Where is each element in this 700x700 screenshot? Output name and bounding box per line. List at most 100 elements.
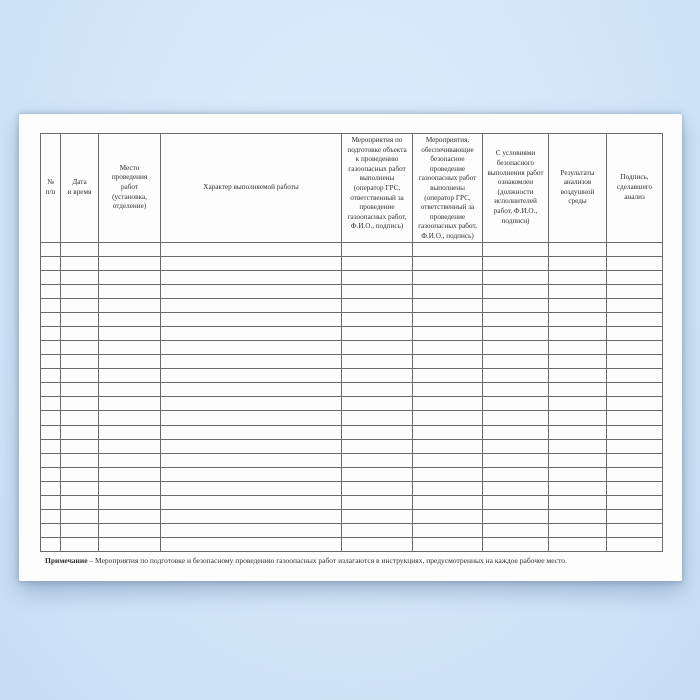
table-cell — [482, 480, 549, 496]
table-row — [40, 509, 663, 525]
table-cell — [40, 311, 61, 328]
table-cell — [98, 368, 161, 384]
table-cell — [412, 269, 483, 285]
table-cell — [482, 424, 549, 440]
table-cell — [60, 438, 99, 454]
table-row — [40, 438, 663, 454]
table-cell — [482, 297, 549, 313]
column-header-preparation-measures: Мероприятия по подготовке объекта к пров… — [341, 133, 413, 243]
table-cell — [412, 340, 483, 356]
table-cell — [98, 297, 161, 313]
table-cell — [98, 340, 161, 356]
table-row — [40, 523, 663, 539]
table-cell — [412, 537, 483, 553]
table-cell — [40, 354, 61, 370]
table-cell — [341, 537, 413, 553]
table-cell — [548, 382, 607, 398]
column-header-conditions-acknowledged: С условиями безопасного выполнения работ… — [482, 133, 549, 243]
table-cell — [60, 283, 99, 299]
table-cell — [40, 466, 61, 482]
table-header: № п/п Дата и время Место проведения рабо… — [40, 133, 663, 243]
column-header-safety-measures: Мероприятия, обеспечивающие безопасное п… — [412, 133, 483, 243]
column-header-work-place: Место проведения работ (установка, отдел… — [98, 133, 161, 243]
table-cell — [606, 466, 663, 482]
table-cell — [60, 424, 99, 440]
table-cell — [482, 509, 549, 525]
table-cell — [40, 368, 61, 384]
table-cell — [60, 382, 99, 398]
table-cell — [412, 325, 483, 342]
table-cell — [548, 494, 607, 511]
table-cell — [606, 368, 663, 384]
table-cell — [412, 509, 483, 525]
table-cell — [606, 382, 663, 398]
table-cell — [98, 269, 161, 285]
table-cell — [160, 325, 342, 342]
table-cell — [160, 255, 342, 271]
column-header-date-time: Дата и время — [60, 133, 99, 243]
table-cell — [341, 325, 413, 342]
table-cell — [482, 382, 549, 398]
table-cell — [606, 424, 663, 440]
table-cell — [548, 354, 607, 370]
table-cell — [548, 340, 607, 356]
table-cell — [60, 269, 99, 285]
table-cell — [548, 396, 607, 412]
table-cell — [98, 410, 161, 426]
table-cell — [548, 537, 607, 553]
table-cell — [98, 452, 161, 468]
table-cell — [606, 396, 663, 412]
table-cell — [412, 424, 483, 440]
table-cell — [40, 396, 61, 412]
table-cell — [606, 241, 663, 257]
table-cell — [60, 480, 99, 496]
table-cell — [482, 255, 549, 271]
table-cell — [40, 537, 61, 553]
table-cell — [548, 452, 607, 468]
table-cell — [160, 494, 342, 511]
table-cell — [412, 255, 483, 271]
table-cell — [341, 424, 413, 440]
table-cell — [341, 368, 413, 384]
table-cell — [60, 354, 99, 370]
table-cell — [98, 283, 161, 299]
table-cell — [548, 283, 607, 299]
table-cell — [412, 466, 483, 482]
table-cell — [40, 255, 61, 271]
table-cell — [98, 480, 161, 496]
table-row — [40, 466, 663, 482]
table-cell — [606, 537, 663, 553]
table-row — [40, 325, 663, 342]
table-cell — [606, 255, 663, 271]
table-cell — [482, 340, 549, 356]
table-cell — [482, 241, 549, 257]
table-cell — [412, 494, 483, 511]
table-cell — [40, 325, 61, 342]
table-row — [40, 340, 663, 356]
table-cell — [98, 523, 161, 539]
table-cell — [341, 297, 413, 313]
table-cell — [412, 480, 483, 496]
table-cell — [98, 396, 161, 412]
table-row — [40, 396, 663, 412]
table-cell — [160, 297, 342, 313]
table-cell — [606, 283, 663, 299]
table-cell — [341, 311, 413, 328]
footnote: Примечание – Мероприятия по подготовке и… — [45, 556, 567, 565]
column-header-air-analysis-results: Результаты анализов воздушной среды — [548, 133, 607, 243]
table-cell — [160, 452, 342, 468]
table-cell — [60, 410, 99, 426]
table-cell — [606, 480, 663, 496]
table-cell — [160, 354, 342, 370]
table-cell — [548, 325, 607, 342]
table-cell — [60, 297, 99, 313]
table-cell — [606, 452, 663, 468]
table-cell — [98, 438, 161, 454]
table-cell — [40, 269, 61, 285]
table-cell — [40, 241, 61, 257]
table-cell — [482, 410, 549, 426]
table-cell — [160, 340, 342, 356]
table-row — [40, 255, 663, 271]
table-cell — [60, 537, 99, 553]
